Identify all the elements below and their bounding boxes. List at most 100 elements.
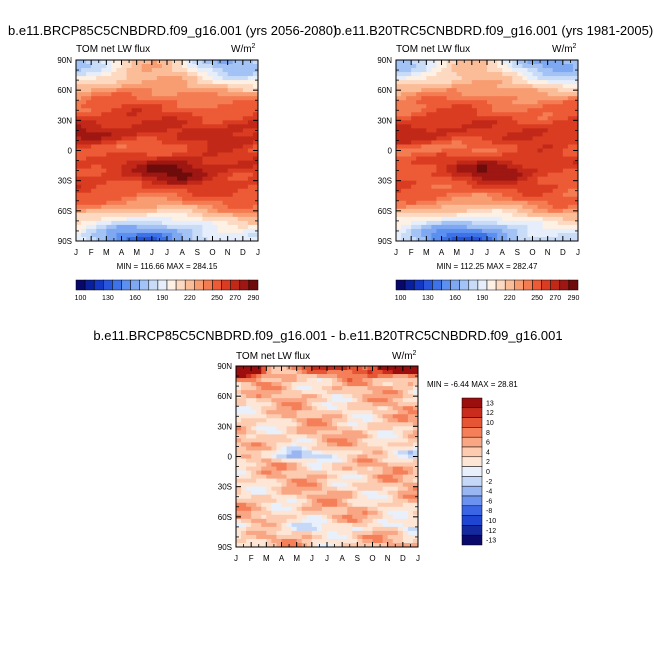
field-cell — [218, 96, 224, 101]
field-cell — [362, 402, 368, 407]
field-cell — [497, 96, 503, 101]
field-cell — [362, 487, 368, 492]
field-cell — [271, 422, 277, 427]
field-cell — [213, 116, 219, 121]
field-cell — [396, 153, 402, 158]
field-cell — [352, 438, 358, 443]
field-cell — [563, 153, 569, 158]
field-cell — [462, 128, 468, 133]
field-cell — [332, 446, 338, 451]
field-cell — [337, 438, 343, 443]
field-cell — [256, 406, 262, 411]
field-cell — [322, 454, 328, 459]
field-cell — [337, 479, 343, 484]
field-cell — [238, 229, 244, 234]
field-cell — [568, 148, 574, 153]
field-cell — [367, 503, 373, 508]
field-cell — [192, 181, 198, 186]
field-cell — [243, 209, 249, 214]
field-cell — [447, 88, 453, 93]
field-cell — [362, 410, 368, 415]
field-cell — [111, 144, 117, 149]
field-cell — [228, 189, 234, 194]
field-cell — [223, 217, 229, 222]
field-cell — [408, 418, 414, 423]
field-cell — [401, 197, 407, 202]
field-cell — [492, 64, 498, 69]
field-cell — [81, 165, 87, 170]
field-cell — [337, 483, 343, 488]
field-cell — [553, 76, 559, 81]
field-cell — [233, 229, 239, 234]
field-cell — [568, 221, 574, 226]
field-cell — [276, 471, 282, 476]
field-cell — [507, 197, 513, 202]
field-cell — [442, 68, 448, 73]
field-cell — [408, 422, 414, 427]
field-cell — [548, 177, 554, 182]
field-cell — [256, 442, 262, 447]
field-cell — [282, 450, 288, 455]
field-cell — [238, 140, 244, 145]
field-cell — [462, 185, 468, 190]
field-cell — [76, 213, 82, 218]
field-cell — [116, 213, 122, 218]
field-cell — [282, 463, 288, 468]
field-cell — [527, 153, 533, 158]
panel-1-x-tick-label: J — [256, 248, 260, 257]
field-cell — [307, 422, 313, 427]
field-cell — [246, 422, 252, 427]
field-cell — [157, 217, 163, 222]
field-cell — [362, 438, 368, 443]
field-cell — [543, 213, 549, 218]
field-cell — [352, 450, 358, 455]
field-cell — [352, 454, 358, 459]
field-cell — [167, 92, 173, 97]
field-cell — [322, 503, 328, 508]
field-cell — [297, 499, 303, 504]
field-cell — [467, 136, 473, 141]
field-cell — [81, 157, 87, 162]
field-cell — [248, 128, 254, 133]
field-cell — [553, 128, 559, 133]
field-cell — [538, 116, 544, 121]
field-cell — [101, 173, 107, 178]
field-cell — [477, 68, 483, 73]
field-cell — [398, 491, 404, 496]
field-cell — [568, 64, 574, 69]
field-cell — [182, 157, 188, 162]
field-cell — [218, 197, 224, 202]
field-cell — [106, 221, 112, 226]
field-cell — [362, 491, 368, 496]
field-cell — [558, 189, 564, 194]
field-cell — [472, 221, 478, 226]
field-cell — [442, 100, 448, 105]
field-cell — [218, 181, 224, 186]
field-cell — [91, 217, 97, 222]
field-cell — [177, 197, 183, 202]
field-cell — [482, 201, 488, 206]
field-cell — [507, 140, 513, 145]
field-cell — [246, 515, 252, 520]
field-cell — [236, 499, 242, 504]
field-cell — [477, 120, 483, 125]
field-cell — [436, 88, 442, 93]
field-cell — [157, 225, 163, 230]
field-cell — [457, 169, 463, 174]
field-cell — [236, 390, 242, 395]
field-cell — [282, 410, 288, 415]
field-cell — [256, 495, 262, 500]
field-cell — [213, 193, 219, 198]
field-cell — [276, 523, 282, 528]
field-cell — [482, 205, 488, 210]
field-cell — [287, 507, 293, 512]
field-cell — [167, 173, 173, 178]
field-cell — [502, 197, 508, 202]
field-cell — [447, 225, 453, 230]
field-cell — [388, 434, 394, 439]
field-cell — [452, 229, 458, 234]
field-cell — [76, 112, 82, 117]
field-cell — [76, 100, 82, 105]
field-cell — [202, 88, 208, 93]
field-cell — [517, 128, 523, 133]
